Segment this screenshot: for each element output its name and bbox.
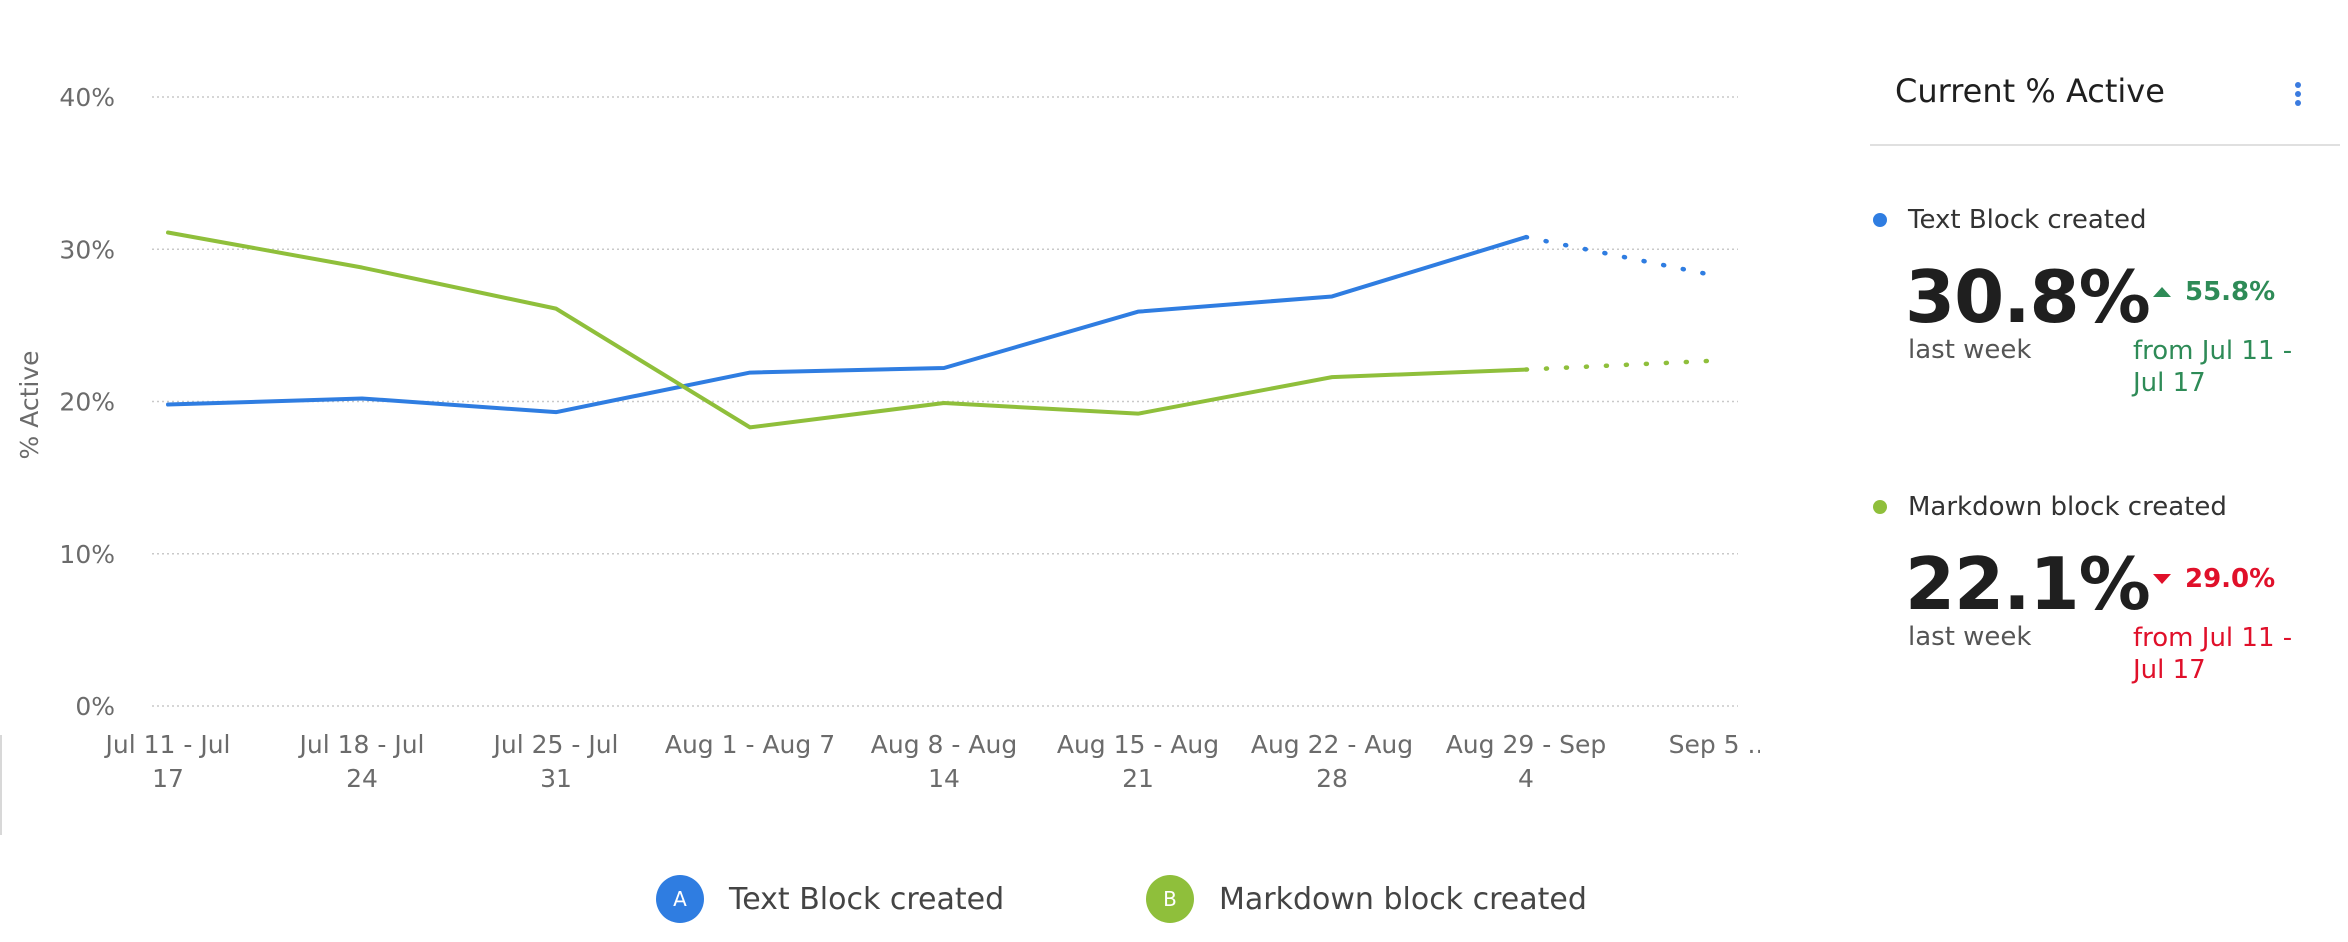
series-color-dot <box>1873 500 1887 514</box>
x-tick-label: Sep 5 ... <box>1669 730 1760 759</box>
more-options-icon[interactable] <box>2290 82 2306 112</box>
y-axis-ticks: 0% 10% 20% 30% 40% <box>59 83 115 721</box>
y-axis-title: % Active <box>15 350 44 459</box>
x-tick-label: Aug 8 - Aug 14 <box>871 730 1017 793</box>
series-projection-markdown-block[interactable] <box>1523 358 1723 372</box>
chart-legend: A Text Block created B Markdown block cr… <box>0 875 1730 935</box>
x-tick-label: Jul 18 - Jul 24 <box>298 730 425 793</box>
panel-header: Current % Active <box>1870 68 2340 146</box>
data-point[interactable] <box>1717 274 1723 280</box>
y-tick-label: 20% <box>59 388 115 417</box>
change-value: 55.8% <box>2185 277 2276 307</box>
trend-up-icon <box>2153 287 2171 297</box>
data-point[interactable] <box>165 230 171 236</box>
x-tick-line: 21 <box>1122 764 1154 793</box>
legend-badge-b: B <box>1146 875 1194 923</box>
data-point[interactable] <box>747 370 753 376</box>
panel-divider <box>0 735 2 835</box>
data-point[interactable] <box>1329 293 1335 299</box>
comparison-line: from Jul 11 - <box>2133 623 2293 653</box>
data-point[interactable] <box>359 395 365 401</box>
x-tick-line: Aug 1 - Aug 7 <box>665 730 835 759</box>
x-tick-line: 4 <box>1518 764 1534 793</box>
x-tick-label: Aug 1 - Aug 7 <box>665 730 835 759</box>
legend-label: Text Block created <box>729 881 1005 917</box>
data-point[interactable] <box>941 400 947 406</box>
metric-period: last week <box>1908 335 2032 365</box>
metric-header: Markdown block created <box>1870 492 2227 522</box>
x-tick-line: Aug 8 - Aug <box>871 730 1017 759</box>
line-chart: 0% 10% 20% 30% 40% Jul 11 - Jul 17 Jul 18 - Ju… <box>15 83 1761 793</box>
series-line-markdown-block[interactable] <box>166 230 1528 430</box>
legend-item-text-block[interactable]: A Text Block created <box>656 875 1004 923</box>
metric-change: 55.8% <box>2153 277 2275 307</box>
legend-label: Markdown block created <box>1219 881 1587 917</box>
data-point[interactable] <box>1329 374 1335 380</box>
data-point[interactable] <box>1135 309 1141 315</box>
x-tick-line: 14 <box>928 764 960 793</box>
data-point[interactable] <box>1135 411 1141 417</box>
metric-name: Text Block created <box>1908 205 2147 235</box>
metric-header: Text Block created <box>1870 205 2146 235</box>
data-point[interactable] <box>941 365 947 371</box>
x-tick-line: Sep 5 ... <box>1669 730 1760 759</box>
x-tick-label: Jul 11 - Jul 17 <box>104 730 231 793</box>
data-point[interactable] <box>1523 234 1529 240</box>
change-value: 29.0% <box>2185 564 2276 594</box>
metric-value: 30.8% <box>1905 255 2151 339</box>
x-tick-line: Aug 29 - Sep <box>1446 730 1607 759</box>
data-point[interactable] <box>1717 357 1723 363</box>
metric-text-block: Text Block created 30.8% last week 55.8%… <box>1870 205 2340 435</box>
x-tick-line: 17 <box>152 764 184 793</box>
metric-change: 29.0% <box>2153 564 2275 594</box>
trend-down-icon <box>2153 574 2171 584</box>
comparison-range: from Jul 11 - Jul 17 <box>2133 335 2333 399</box>
x-tick-line: 24 <box>346 764 378 793</box>
y-tick-label: 10% <box>59 540 115 569</box>
data-point[interactable] <box>165 402 171 408</box>
metric-period: last week <box>1908 622 2032 652</box>
x-tick-line: Aug 15 - Aug <box>1057 730 1219 759</box>
x-tick-line: 31 <box>540 764 572 793</box>
x-tick-line: Jul 18 - Jul <box>298 730 425 759</box>
data-point[interactable] <box>553 409 559 415</box>
x-tick-line: 28 <box>1316 764 1348 793</box>
grid-lines <box>152 96 1738 707</box>
x-tick-label: Jul 25 - Jul 31 <box>492 730 619 793</box>
panel-title: Current % Active <box>1895 72 2165 110</box>
data-point[interactable] <box>359 265 365 271</box>
metric-name: Markdown block created <box>1908 492 2227 522</box>
data-point[interactable] <box>747 424 753 430</box>
comparison-range: from Jul 11 - Jul 17 <box>2133 622 2333 686</box>
x-axis-ticks: Jul 11 - Jul 17 Jul 18 - Jul 24 Jul 25 - Jul… <box>104 730 1761 793</box>
x-tick-line: Jul 25 - Jul <box>492 730 619 759</box>
series-projection-text-block[interactable] <box>1523 234 1723 279</box>
data-point[interactable] <box>553 306 559 312</box>
x-tick-label: Aug 29 - Sep 4 <box>1446 730 1607 793</box>
metric-markdown-block: Markdown block created 22.1% last week 2… <box>1870 492 2340 722</box>
y-tick-label: 30% <box>59 235 115 264</box>
x-tick-line: Jul 11 - Jul <box>104 730 231 759</box>
comparison-line: Jul 17 <box>2133 368 2206 398</box>
y-tick-label: 0% <box>75 692 115 721</box>
comparison-line: Jul 17 <box>2133 655 2206 685</box>
legend-badge-a: A <box>656 875 704 923</box>
series-lines <box>165 230 1723 430</box>
x-tick-label: Aug 15 - Aug 21 <box>1057 730 1219 793</box>
legend-item-markdown-block[interactable]: B Markdown block created <box>1146 875 1587 923</box>
series-line-text-block[interactable] <box>166 235 1528 415</box>
current-active-panel: Current % Active Text Block created 30.8… <box>1870 0 2340 942</box>
y-tick-label: 40% <box>59 83 115 112</box>
x-tick-label: Aug 22 - Aug 28 <box>1251 730 1413 793</box>
data-point[interactable] <box>1523 367 1529 373</box>
metric-value: 22.1% <box>1905 542 2151 626</box>
x-tick-line: Aug 22 - Aug <box>1251 730 1413 759</box>
series-color-dot <box>1873 213 1887 227</box>
comparison-line: from Jul 11 - <box>2133 336 2293 366</box>
